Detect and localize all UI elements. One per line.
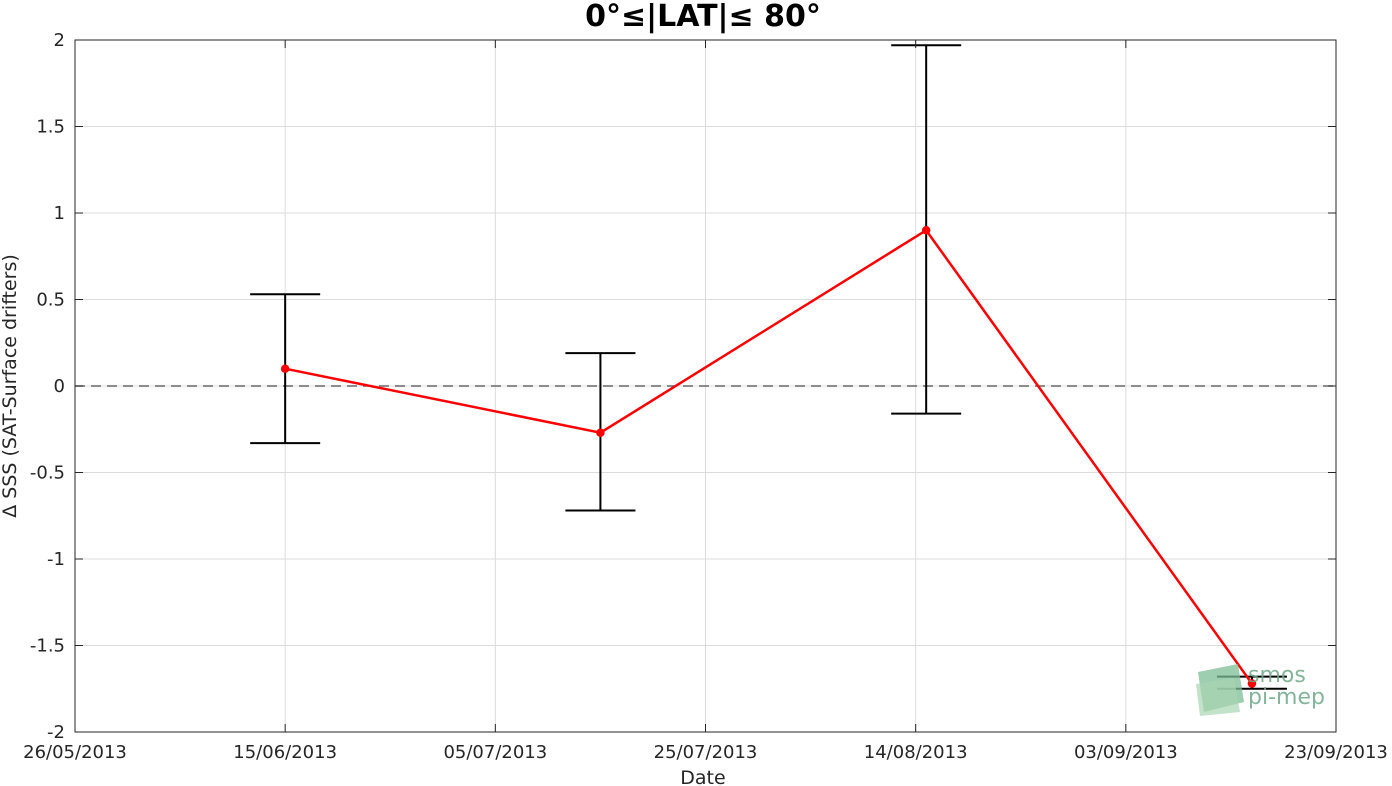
- x-tick-label: 03/09/2013: [1074, 742, 1178, 763]
- logo-line2: pi-mep: [1248, 685, 1325, 710]
- y-tick-label: 1.5: [36, 117, 65, 138]
- x-tick-labels: 26/05/2013 15/06/2013 05/07/2013 25/07/2013…: [23, 742, 1388, 763]
- logo-shape-2: [1196, 678, 1240, 716]
- x-tick-label: 26/05/2013: [23, 742, 127, 763]
- axes: [74, 39, 1337, 733]
- y-tick-labels: -2 -1.5 -1 -0.5 0 0.5 1 1.5 2: [30, 30, 65, 743]
- y-tick-label: 2: [54, 30, 65, 51]
- data-point: [280, 364, 290, 373]
- x-tick-label: 25/07/2013: [654, 742, 758, 763]
- y-tick-label: -2: [47, 722, 65, 743]
- y-tick-label: -1.5: [30, 636, 65, 657]
- logo-line1: smos: [1248, 663, 1306, 688]
- x-axis-label: Date: [680, 767, 725, 786]
- y-axis-label: Δ SSS (SAT-Surface drifters): [0, 254, 21, 518]
- y-tick-label: 1: [54, 203, 65, 224]
- data-point: [596, 428, 605, 437]
- chart-title: 0°≤|LAT|≤ 80°: [585, 0, 821, 34]
- y-tick-label: 0.5: [36, 290, 65, 311]
- data-point: [1247, 679, 1257, 688]
- data-point: [921, 226, 931, 235]
- plot-frame: [74, 39, 1337, 733]
- x-tick-label: 05/07/2013: [443, 742, 547, 763]
- series-group: [280, 226, 1257, 688]
- y-tick-label: 0: [54, 376, 65, 397]
- y-tick-label: -1: [47, 549, 65, 570]
- x-tick-label: 23/09/2013: [1284, 742, 1388, 763]
- series-line: [284, 228, 1253, 685]
- x-tick-label: 14/08/2013: [864, 742, 968, 763]
- smos-pimep-logo: smos pi-mep: [1196, 663, 1325, 716]
- x-tick-label: 15/06/2013: [233, 742, 337, 763]
- y-tick-label: -0.5: [30, 463, 65, 484]
